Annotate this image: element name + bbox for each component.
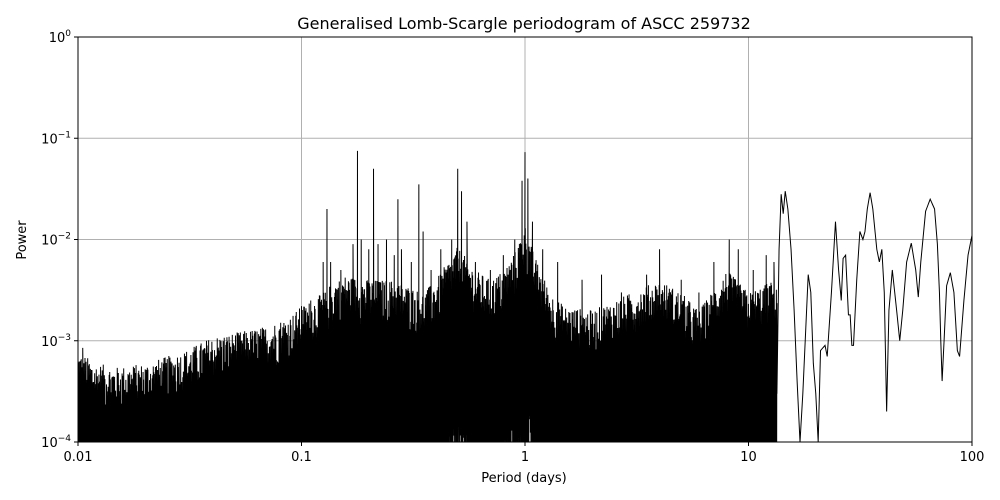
y-tick-label: 10−4 — [41, 434, 71, 451]
x-axis-label: Period (days) — [481, 471, 567, 486]
y-axis-label: Power — [15, 220, 30, 260]
y-tick-label: 10−3 — [41, 333, 71, 350]
y-tick-mantissa: 10 — [49, 31, 66, 46]
x-tick-label: 0.1 — [291, 450, 312, 465]
y-tick-exponent: −1 — [58, 130, 71, 140]
y-tick-exponent: 0 — [65, 29, 71, 39]
y-tick-mantissa: 10 — [41, 436, 58, 451]
y-tick-mantissa: 10 — [41, 132, 58, 147]
y-tick-exponent: −4 — [58, 434, 72, 444]
y-tick-label: 100 — [49, 29, 72, 46]
x-tick-label: 0.01 — [64, 450, 93, 465]
chart-title: Generalised Lomb-Scargle periodogram of … — [297, 14, 751, 33]
y-tick-mantissa: 10 — [41, 234, 58, 249]
x-tick-label: 10 — [740, 450, 757, 465]
x-axis-ticks: 0.01 0.1 1 10 100 — [64, 442, 985, 465]
x-tick-label: 100 — [960, 450, 985, 465]
y-tick-mantissa: 10 — [41, 335, 58, 350]
y-tick-label: 10−1 — [41, 130, 71, 147]
y-tick-label: 10−2 — [41, 232, 71, 249]
y-tick-exponent: −2 — [58, 232, 71, 242]
series-line-periodogram — [78, 150, 972, 442]
x-tick-label: 1 — [521, 450, 529, 465]
y-tick-exponent: −3 — [58, 333, 71, 343]
